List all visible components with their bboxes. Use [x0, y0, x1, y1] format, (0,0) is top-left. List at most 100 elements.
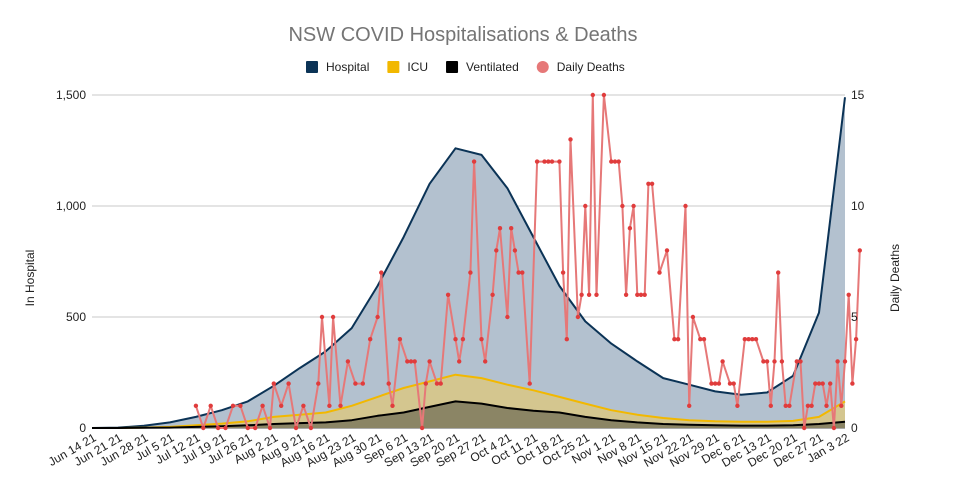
daily-deaths-point [360, 381, 365, 386]
daily-deaths-point [813, 381, 818, 386]
daily-deaths-point [805, 403, 811, 408]
y2-tick-label: 15 [851, 88, 865, 102]
daily-deaths-point [764, 359, 770, 364]
area-series [91, 97, 846, 429]
y2-tick-label: 5 [851, 310, 858, 324]
daily-deaths-point [260, 403, 265, 408]
daily-deaths-point [423, 381, 428, 386]
daily-deaths-point [471, 159, 477, 164]
daily-deaths-point [379, 270, 384, 275]
legend-label-icu: ICU [407, 60, 428, 74]
daily-deaths-point [245, 425, 250, 431]
legend-swatch-hospital [306, 61, 318, 73]
daily-deaths-point [330, 314, 336, 320]
daily-deaths-point [468, 270, 473, 275]
y-axis-label: In Hospital [23, 250, 37, 307]
daily-deaths-point [427, 359, 432, 364]
daily-deaths-point [542, 159, 547, 164]
daily-deaths-point [727, 381, 733, 386]
daily-deaths-point [345, 359, 351, 364]
daily-deaths-point [768, 403, 773, 408]
daily-deaths-point [683, 203, 688, 209]
daily-deaths-point [642, 292, 647, 297]
daily-deaths-point [238, 403, 243, 408]
daily-deaths-point [623, 292, 629, 297]
daily-deaths-point [612, 159, 618, 164]
daily-deaths-point [690, 314, 696, 320]
daily-deaths-point [353, 381, 358, 386]
daily-deaths-point [546, 159, 551, 164]
chart-title: NSW COVID Hospitalisations & Deaths [288, 24, 637, 46]
daily-deaths-point [557, 159, 562, 164]
y-tick-label: 0 [79, 421, 86, 435]
legend-swatch-ventilated [446, 61, 459, 73]
daily-deaths-point [230, 403, 236, 408]
daily-deaths-point [549, 159, 555, 164]
daily-deaths-point [509, 226, 514, 231]
daily-deaths-point [846, 292, 851, 297]
daily-deaths-point [594, 292, 599, 297]
daily-deaths-point [279, 403, 284, 408]
daily-deaths-point [657, 270, 662, 275]
daily-deaths-point [709, 381, 714, 386]
ventilated-area [92, 401, 845, 428]
daily-deaths-point [750, 337, 755, 342]
daily-deaths-point [735, 403, 740, 408]
daily-deaths-point [809, 403, 814, 408]
daily-deaths-point [675, 337, 681, 342]
daily-deaths-point [490, 292, 495, 297]
y2-tick-label: 10 [851, 199, 865, 213]
daily-deaths-point [835, 359, 840, 364]
daily-deaths-point [457, 359, 462, 364]
daily-deaths-point [397, 337, 403, 342]
daily-deaths-point [308, 425, 314, 431]
daily-deaths-point [301, 403, 306, 408]
daily-deaths-point [698, 337, 703, 342]
y-tick-label: 1,500 [56, 88, 86, 102]
daily-deaths-point [527, 381, 532, 386]
daily-deaths-point [713, 381, 718, 386]
daily-deaths-point [579, 292, 584, 297]
daily-deaths-point [223, 425, 228, 431]
daily-deaths-point [386, 381, 391, 386]
daily-deaths-point [638, 292, 644, 297]
daily-deaths-point [375, 314, 380, 320]
daily-deaths-point [761, 359, 766, 364]
daily-deaths-point [776, 270, 781, 275]
daily-deaths-point [620, 203, 625, 209]
daily-deaths-point [601, 92, 607, 98]
daily-deaths-point [534, 159, 540, 164]
daily-deaths-point [564, 337, 569, 342]
daily-deaths-point [794, 359, 799, 364]
daily-deaths-point [772, 359, 777, 364]
daily-deaths-point [746, 337, 751, 342]
daily-deaths-point [664, 248, 670, 253]
daily-deaths-point [497, 226, 503, 231]
daily-deaths-point [479, 337, 484, 342]
daily-deaths-point [575, 314, 581, 320]
daily-deaths-point [286, 381, 291, 386]
daily-deaths-point [271, 381, 276, 386]
y2-tick-label: 0 [851, 421, 858, 435]
daily-deaths-point [193, 403, 199, 408]
daily-deaths-point [368, 337, 373, 342]
daily-deaths-point [716, 381, 722, 386]
daily-deaths-point [783, 403, 788, 408]
daily-deaths-point [816, 381, 822, 386]
daily-deaths-point [802, 425, 807, 431]
y-tick-label: 1,000 [56, 199, 86, 213]
daily-deaths-point [857, 248, 862, 253]
daily-deaths-point [831, 425, 837, 431]
daily-deaths-point [412, 359, 417, 364]
daily-deaths-point [419, 425, 425, 431]
daily-deaths-point [687, 403, 692, 408]
daily-deaths-point [327, 403, 332, 408]
legend-swatch-daily-deaths [536, 61, 549, 73]
icu-area [92, 374, 845, 428]
daily-deaths-point [560, 270, 566, 275]
daily-deaths-point [208, 403, 213, 408]
daily-deaths-point [516, 270, 521, 275]
y-tick-label: 500 [66, 310, 86, 324]
